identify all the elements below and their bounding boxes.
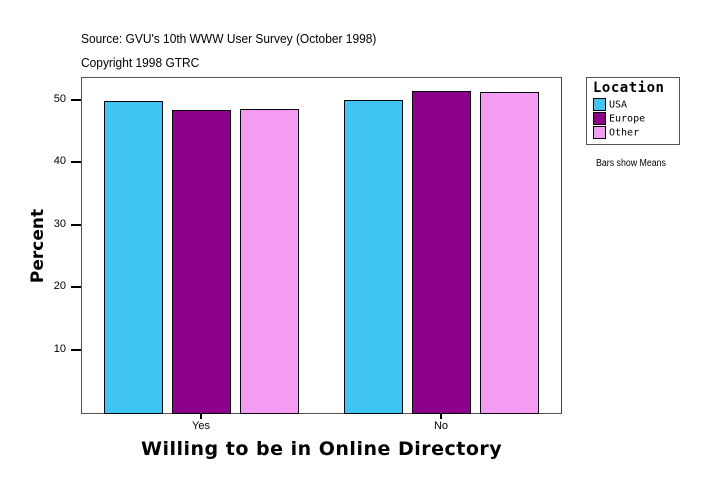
bar-no-usa	[344, 100, 403, 414]
bar-yes-usa	[104, 101, 163, 414]
y-tick-10	[71, 349, 81, 351]
x-tick-yes	[200, 413, 202, 419]
legend: Location USA Europe Other	[586, 77, 680, 145]
bar-no-europe	[412, 91, 471, 414]
y-tick-label: 10	[53, 343, 66, 355]
y-tick-label: 30	[53, 218, 66, 230]
legend-label: Europe	[609, 113, 646, 125]
legend-item-europe: Europe	[593, 112, 645, 125]
y-tick-20	[71, 286, 81, 288]
x-axis-title: Willing to be in Online Directory	[141, 438, 503, 460]
legend-item-other: Other	[593, 126, 639, 139]
bar-no-other	[480, 92, 539, 414]
x-tick-label-no: No	[433, 420, 449, 432]
y-axis-title: Percent	[28, 208, 48, 284]
y-tick-30	[71, 224, 81, 226]
bars-show-means-note: Bars show Means	[596, 158, 666, 169]
legend-label: Other	[609, 127, 640, 139]
copyright-text: Copyright 1998 GTRC	[81, 55, 200, 70]
bar-yes-other	[240, 109, 299, 414]
legend-swatch-usa	[593, 98, 606, 111]
legend-item-usa: USA	[593, 98, 627, 111]
source-text: Source: GVU's 10th WWW User Survey (Octo…	[81, 31, 377, 46]
y-tick-50	[71, 99, 81, 101]
legend-title: Location	[593, 80, 665, 96]
legend-swatch-europe	[593, 112, 606, 125]
bar-yes-europe	[172, 110, 231, 414]
y-tick-label: 20	[53, 280, 66, 292]
y-tick-label: 50	[53, 93, 66, 105]
y-tick-40	[71, 161, 81, 163]
legend-label: USA	[609, 99, 628, 111]
x-tick-no	[440, 413, 442, 419]
plot-area	[81, 77, 562, 414]
x-tick-label-yes: Yes	[192, 420, 210, 432]
legend-swatch-other	[593, 126, 606, 139]
y-tick-label: 40	[53, 155, 66, 167]
